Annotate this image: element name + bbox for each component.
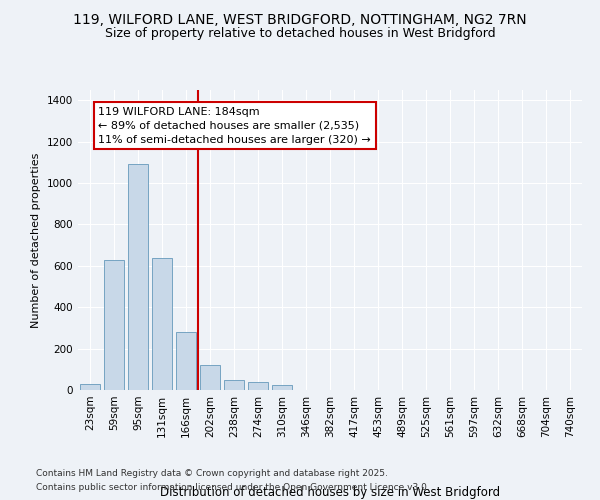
Text: 119 WILFORD LANE: 184sqm
← 89% of detached houses are smaller (2,535)
11% of sem: 119 WILFORD LANE: 184sqm ← 89% of detach… [98, 106, 371, 144]
Bar [152, 258, 172, 390]
Bar [272, 385, 292, 390]
Bar [80, 384, 100, 390]
Bar [176, 332, 196, 390]
Text: Contains public sector information licensed under the Open Government Licence v3: Contains public sector information licen… [36, 484, 430, 492]
Text: Size of property relative to detached houses in West Bridgford: Size of property relative to detached ho… [104, 28, 496, 40]
Bar [224, 380, 244, 390]
Bar [248, 382, 268, 390]
Text: 119, WILFORD LANE, WEST BRIDGFORD, NOTTINGHAM, NG2 7RN: 119, WILFORD LANE, WEST BRIDGFORD, NOTTI… [73, 12, 527, 26]
Y-axis label: Number of detached properties: Number of detached properties [31, 152, 41, 328]
Bar [200, 365, 220, 390]
Bar [104, 260, 124, 390]
Bar [128, 164, 148, 390]
Text: Contains HM Land Registry data © Crown copyright and database right 2025.: Contains HM Land Registry data © Crown c… [36, 468, 388, 477]
X-axis label: Distribution of detached houses by size in West Bridgford: Distribution of detached houses by size … [160, 486, 500, 498]
